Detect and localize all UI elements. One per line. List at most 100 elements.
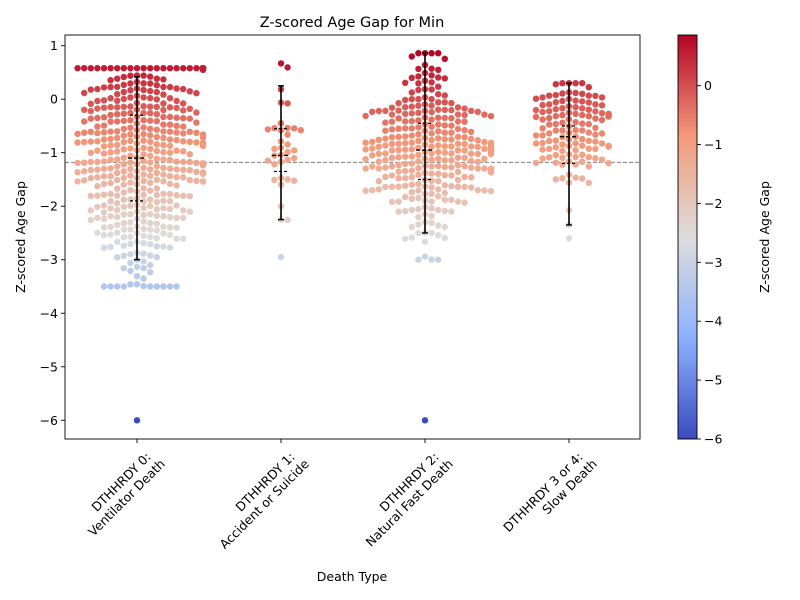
data-point bbox=[147, 196, 154, 203]
data-point bbox=[552, 137, 559, 144]
data-point bbox=[186, 158, 193, 166]
data-point bbox=[127, 219, 134, 226]
data-point bbox=[435, 83, 442, 90]
data-point bbox=[362, 139, 369, 146]
data-point bbox=[421, 417, 429, 424]
data-point bbox=[395, 183, 402, 190]
data-point bbox=[435, 162, 442, 170]
data-point bbox=[147, 73, 154, 80]
data-point bbox=[120, 103, 128, 111]
data-point bbox=[428, 190, 435, 197]
data-point bbox=[81, 65, 88, 72]
data-point bbox=[87, 207, 95, 214]
plot-frame bbox=[64, 34, 641, 440]
data-point bbox=[435, 193, 442, 200]
data-point bbox=[395, 161, 402, 169]
data-point bbox=[81, 138, 88, 146]
data-point bbox=[160, 113, 167, 121]
data-point bbox=[107, 128, 114, 135]
data-point bbox=[186, 128, 193, 135]
data-point bbox=[120, 196, 128, 203]
data-point bbox=[552, 144, 559, 151]
data-point bbox=[127, 103, 134, 110]
data-point bbox=[585, 84, 592, 91]
data-point bbox=[153, 118, 160, 125]
data-point bbox=[402, 79, 409, 87]
data-point bbox=[127, 117, 134, 124]
data-point bbox=[173, 122, 180, 130]
data-point bbox=[369, 138, 376, 145]
data-point bbox=[585, 92, 592, 99]
data-point bbox=[87, 166, 95, 174]
data-point bbox=[127, 94, 134, 101]
data-point bbox=[166, 142, 174, 150]
data-point bbox=[572, 140, 579, 147]
data-point bbox=[461, 118, 468, 125]
data-point bbox=[193, 168, 200, 176]
data-point bbox=[592, 145, 599, 153]
data-point bbox=[428, 198, 435, 205]
data-point bbox=[468, 174, 475, 181]
data-point bbox=[559, 90, 566, 97]
data-point bbox=[114, 141, 121, 149]
data-point bbox=[468, 143, 475, 150]
data-point bbox=[107, 149, 114, 156]
data-point bbox=[592, 155, 599, 162]
data-point bbox=[127, 145, 134, 152]
data-point bbox=[474, 143, 481, 151]
data-point bbox=[74, 65, 81, 72]
data-point bbox=[605, 143, 612, 150]
data-point bbox=[94, 105, 101, 112]
data-point bbox=[107, 142, 114, 149]
data-point bbox=[94, 138, 101, 145]
data-point bbox=[74, 178, 81, 185]
data-point bbox=[100, 158, 108, 165]
data-point bbox=[120, 233, 128, 241]
data-point bbox=[454, 118, 462, 125]
data-point bbox=[127, 196, 134, 203]
data-point bbox=[107, 165, 114, 172]
data-point bbox=[160, 91, 167, 98]
data-point bbox=[428, 212, 435, 220]
data-point bbox=[100, 231, 108, 239]
data-point bbox=[147, 283, 154, 290]
data-point bbox=[140, 65, 147, 72]
data-point bbox=[468, 128, 475, 135]
data-point bbox=[127, 240, 134, 247]
data-point bbox=[559, 127, 566, 134]
data-point bbox=[598, 130, 606, 137]
data-point bbox=[592, 124, 599, 132]
data-point bbox=[100, 202, 108, 209]
data-point bbox=[120, 110, 128, 117]
data-point bbox=[532, 159, 540, 167]
data-point bbox=[153, 82, 160, 89]
data-point bbox=[100, 136, 108, 143]
data-point bbox=[375, 158, 382, 165]
data-point bbox=[147, 152, 154, 159]
data-point bbox=[395, 125, 402, 132]
data-point bbox=[147, 226, 154, 233]
data-point bbox=[402, 133, 409, 140]
data-point bbox=[408, 174, 415, 181]
data-point bbox=[114, 156, 121, 163]
data-point bbox=[147, 132, 154, 139]
data-point bbox=[120, 88, 128, 96]
colorbar-tick-label: 0 bbox=[704, 78, 712, 93]
data-point bbox=[441, 189, 448, 197]
data-point bbox=[193, 65, 200, 72]
data-point bbox=[428, 86, 435, 93]
y-tick-label: −2 bbox=[40, 199, 58, 214]
chart-title: Z-scored Age Gap for Min bbox=[260, 15, 445, 31]
data-point bbox=[402, 182, 409, 189]
data-point bbox=[572, 174, 579, 181]
data-point bbox=[435, 121, 442, 128]
data-point bbox=[166, 214, 174, 221]
data-point bbox=[193, 159, 200, 167]
data-point bbox=[441, 157, 448, 164]
data-point bbox=[94, 166, 101, 173]
data-point bbox=[120, 242, 128, 249]
data-point bbox=[546, 137, 553, 145]
group-3 bbox=[362, 50, 495, 424]
data-point bbox=[271, 145, 278, 152]
data-point bbox=[382, 157, 389, 164]
